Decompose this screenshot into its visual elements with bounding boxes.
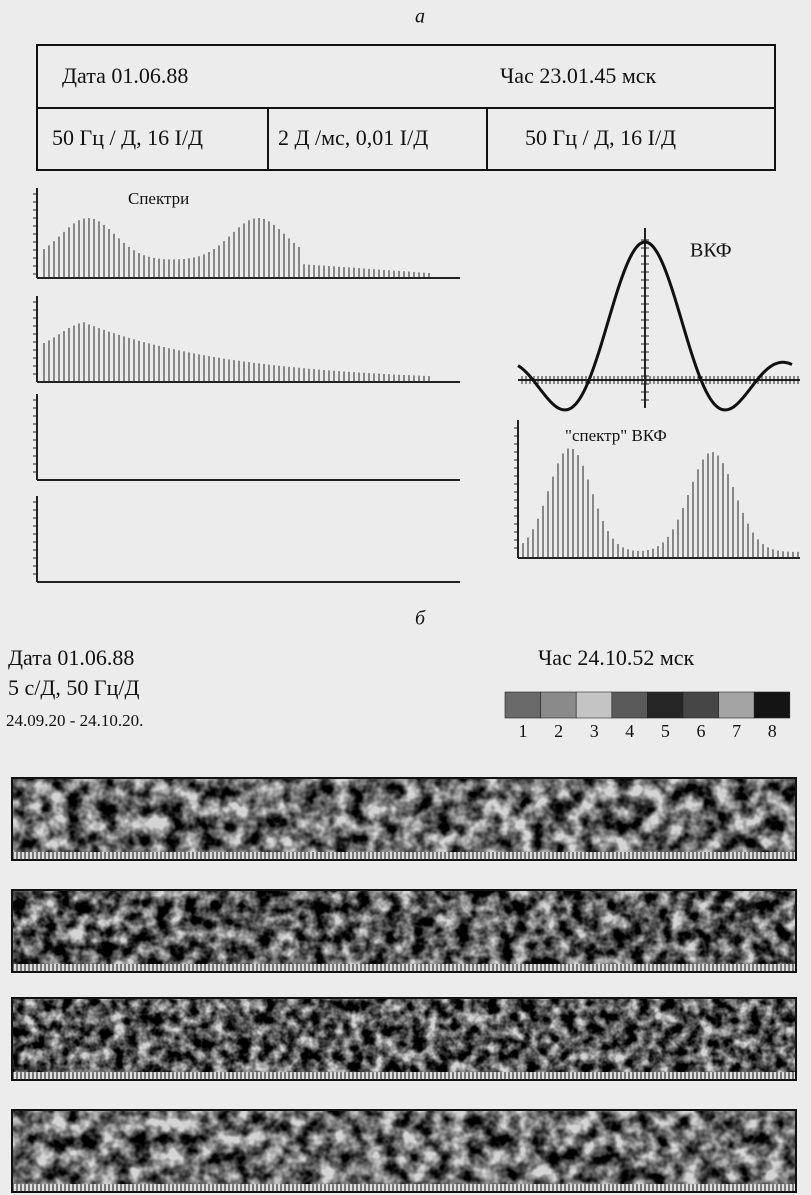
strip-ticks [12,1184,796,1192]
legend-swatch [647,691,684,719]
param: 50 Гц / Д, 16 І/Д [52,125,203,150]
date: Дата 01.06.88 [62,63,188,88]
panel-label: б [415,608,426,630]
legend-swatch [753,691,791,719]
strip-texture [12,778,796,852]
panel-label: а [415,6,425,28]
legend-swatch [504,691,541,719]
strip-texture [12,1110,796,1184]
param: 2 Д /мс, 0,01 І/Д [278,125,428,150]
strip-frame [11,777,797,861]
legend-label: 4 [625,721,634,741]
ccf-spectrum-title: "спектр" ВКФ [565,426,667,445]
legend-label: 3 [590,721,599,741]
plots [11,188,800,1193]
time: Час 23.01.45 мск [500,63,657,88]
legend-swatch [540,691,577,719]
legend-swatch [575,691,613,719]
period: 24.09.20 - 24.10.20. [6,711,143,730]
legend-label: 6 [697,721,706,741]
spectra-title: Спектри [128,189,189,208]
ccf-curve [517,240,793,412]
time: Час 24.10.52 мск [538,645,695,670]
ccf-title: ВКФ [690,240,732,262]
legend: 1 2 3 4 5 6 7 8 [504,691,791,741]
strip-ticks [12,1072,796,1080]
strip-frame [11,889,797,973]
strip-frame [11,997,797,1081]
scale: 5 с/Д, 50 Гц/Д [8,675,140,700]
legend-swatch [682,691,719,719]
legend-label: 5 [661,721,670,741]
legend-swatch [611,691,648,719]
legend-label: 7 [732,721,741,741]
param: 50 Гц / Д, 16 І/Д [525,125,676,150]
strip-texture [12,998,796,1072]
legend-swatch [718,691,755,719]
strip-ticks [12,964,796,972]
date: Дата 01.06.88 [8,645,134,670]
legend-label: 8 [768,721,777,741]
legend-label: 2 [554,721,563,741]
strip-frame [11,1109,797,1193]
legend-label: 1 [519,721,528,741]
strip-ticks [12,852,796,860]
strip-texture [12,890,796,964]
